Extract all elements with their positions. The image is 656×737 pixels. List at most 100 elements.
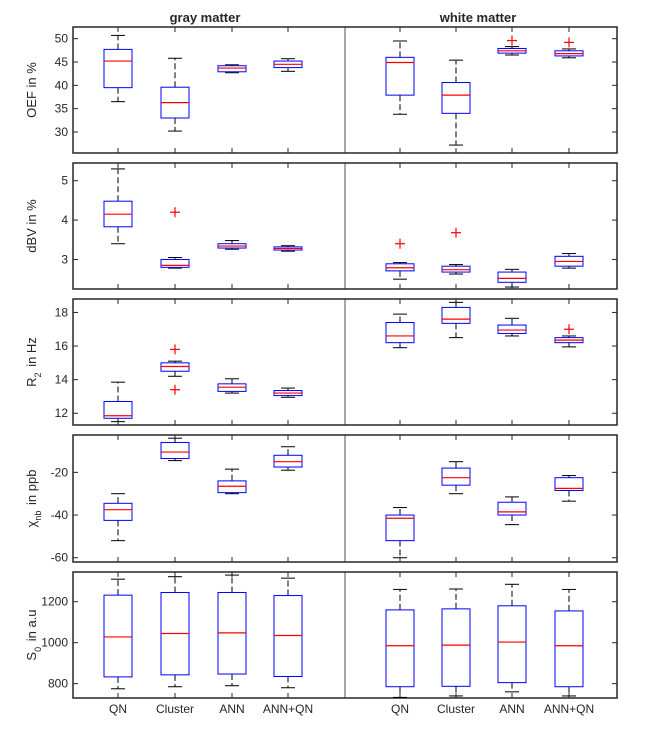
box-gray-matter-ann-qn	[273, 577, 303, 689]
y-tick-label: 5	[61, 174, 68, 188]
box-gray-matter-cluster	[160, 57, 190, 132]
iqr-box	[441, 306, 471, 324]
iqr-box	[103, 400, 133, 419]
iqr-box	[385, 609, 415, 688]
x-tick-label-ann: ANN	[499, 702, 524, 716]
x-tick-label-qn: QN	[109, 702, 127, 716]
box-gray-matter-qn	[103, 34, 133, 103]
box-gray-matter-cluster	[160, 437, 190, 462]
iqr-box	[103, 48, 133, 89]
y-axis-label-3: χnb in ppb	[24, 470, 43, 528]
box-gray-matter-ann-qn	[273, 245, 303, 252]
box-gray-matter-qn	[103, 493, 133, 542]
box-white-matter-ann-qn	[554, 253, 584, 269]
y-tick-label: -20	[51, 465, 69, 479]
outlier-marker	[451, 227, 461, 238]
y-tick-label: -60	[51, 551, 69, 565]
x-tick-label-qn: QN	[391, 702, 409, 716]
box-white-matter-cluster	[441, 301, 471, 339]
y-tick-label: 50	[55, 32, 69, 46]
y-tick-label: 1200	[41, 595, 68, 609]
box-gray-matter-qn	[103, 578, 133, 690]
box-white-matter-qn	[385, 507, 415, 559]
box-white-matter-qn	[385, 238, 415, 280]
y-tick-label: 1000	[41, 636, 68, 650]
iqr-box	[217, 65, 247, 73]
outlier-marker	[170, 344, 180, 355]
y-axis-label-2: R2 in Hz	[24, 337, 43, 387]
column-title-gray-matter: gray matter	[170, 10, 241, 25]
box-gray-matter-cluster	[160, 576, 190, 688]
outlier-marker	[564, 324, 574, 335]
y-tick-label: -40	[51, 508, 69, 522]
box-gray-matter-ann	[217, 240, 247, 250]
box-gray-matter-ann	[217, 378, 247, 394]
box-white-matter-ann	[497, 35, 527, 56]
iqr-box	[103, 502, 133, 521]
box-white-matter-qn	[385, 40, 415, 115]
x-tick-label-ann-qn: ANN+QN	[263, 702, 313, 716]
box-white-matter-ann-qn	[554, 475, 584, 502]
box-gray-matter-ann	[217, 574, 247, 687]
y-tick-label: 3	[61, 252, 68, 266]
box-gray-matter-cluster	[160, 344, 190, 395]
iqr-box	[441, 608, 471, 687]
y-tick-label: 45	[55, 55, 69, 69]
iqr-box	[160, 258, 190, 268]
y-axis-label-0: OEF in %	[24, 62, 39, 118]
y-tick-label: 16	[55, 339, 69, 353]
y-tick-label: 12	[55, 406, 69, 420]
y-tick-label: 800	[48, 677, 68, 691]
box-white-matter-cluster	[441, 588, 471, 697]
box-white-matter-cluster	[441, 227, 471, 275]
outlier-marker	[170, 207, 180, 218]
box-white-matter-ann-qn	[554, 588, 584, 697]
outlier-marker	[507, 35, 517, 46]
box-gray-matter-ann-qn	[273, 446, 303, 471]
box-gray-matter-ann-qn	[273, 58, 303, 72]
iqr-box	[385, 514, 415, 542]
box-gray-matter-ann-qn	[273, 387, 303, 398]
iqr-box	[554, 610, 584, 688]
y-tick-label: 4	[61, 213, 68, 227]
box-white-matter-ann	[497, 496, 527, 526]
iqr-box	[441, 467, 471, 486]
box-white-matter-ann	[497, 268, 527, 288]
y-axis-label-1: dBV in %	[24, 199, 39, 253]
box-white-matter-ann-qn	[554, 37, 584, 59]
y-tick-label: 18	[55, 305, 69, 319]
x-tick-label-cluster: Cluster	[156, 702, 194, 716]
iqr-box	[385, 322, 415, 344]
iqr-box	[160, 441, 190, 459]
iqr-box	[497, 605, 527, 684]
box-white-matter-cluster	[441, 461, 471, 495]
outlier-marker	[395, 238, 405, 249]
box-white-matter-qn	[385, 313, 415, 349]
panel-0: 30 35 40 45 50 OEF in %	[24, 26, 618, 154]
x-tick-labels: QN Cluster ANN ANN+QN QN Cluster ANN ANN+QN	[109, 702, 594, 716]
y-tick-label: 40	[55, 78, 69, 92]
y-tick-label: 14	[55, 373, 69, 387]
box-white-matter-ann	[497, 317, 527, 337]
box-gray-matter-qn	[103, 168, 133, 245]
iqr-box	[385, 56, 415, 96]
iqr-box	[103, 594, 133, 678]
box-gray-matter-ann	[217, 64, 247, 74]
iqr-box	[497, 501, 527, 516]
panel-3: -60 -40 -20 χnb in ppb	[24, 434, 618, 565]
x-tick-label-ann: ANN	[219, 702, 244, 716]
box-gray-matter-ann	[217, 468, 247, 495]
box-white-matter-qn	[385, 588, 415, 698]
box-gray-matter-cluster	[160, 207, 190, 269]
y-tick-label: 35	[55, 102, 69, 116]
iqr-box	[497, 271, 527, 283]
iqr-box	[497, 324, 527, 334]
column-title-white-matter: white matter	[439, 10, 517, 25]
y-axis-label-4: S0 in a.u	[24, 609, 43, 660]
iqr-box	[441, 82, 471, 114]
x-tick-label-ann-qn: ANN+QN	[544, 702, 594, 716]
box-white-matter-ann-qn	[554, 324, 584, 348]
